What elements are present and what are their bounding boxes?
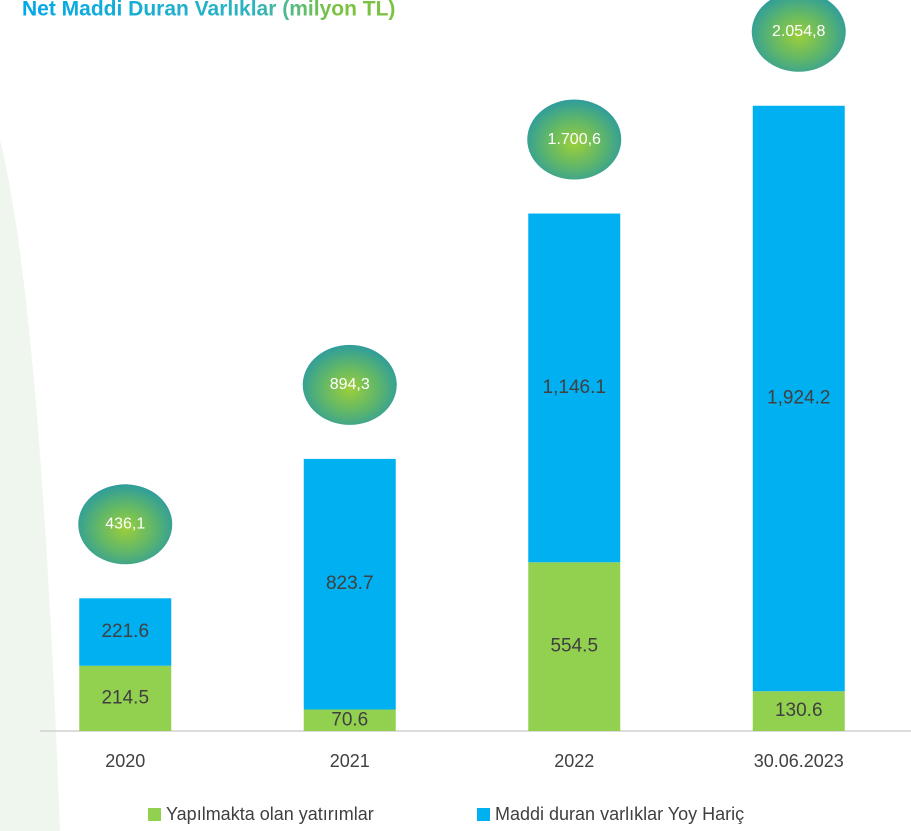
data-label: 221.6 xyxy=(101,621,149,642)
total-bubble xyxy=(78,484,173,565)
data-label: 214.5 xyxy=(101,687,149,708)
total-label: 1.700,6 xyxy=(548,131,601,148)
legend-swatch xyxy=(477,808,490,821)
x-tick-label: 2021 xyxy=(330,751,370,771)
bar-segment xyxy=(79,665,172,731)
legend-label: Yapılmakta olan yatırımlar xyxy=(166,804,374,824)
total-label: 2.054,8 xyxy=(772,23,825,40)
legend-swatch xyxy=(148,808,161,821)
bar-segment xyxy=(528,562,621,731)
x-tick-label: 30.06.2023 xyxy=(754,751,844,771)
total-bubble xyxy=(527,99,622,180)
total-label: 894,3 xyxy=(330,376,370,393)
total-bubble xyxy=(751,0,846,72)
data-label: 70.6 xyxy=(331,709,368,730)
data-label: 130.6 xyxy=(775,700,823,721)
bar-segment xyxy=(303,709,396,731)
total-label: 436,1 xyxy=(105,516,145,533)
bar-segment xyxy=(528,213,621,563)
data-label: 554.5 xyxy=(550,636,598,657)
x-tick-label: 2020 xyxy=(105,751,145,771)
legend-label: Maddi duran varlıklar Yoy Hariç xyxy=(495,804,744,824)
x-tick-label: 2022 xyxy=(554,751,594,771)
data-label: 823.7 xyxy=(326,573,374,594)
bar-segment xyxy=(303,458,396,710)
chart-title: Net Maddi Duran Varlıklar (milyon TL) xyxy=(22,0,395,21)
bar-segment xyxy=(752,105,845,692)
bar-segment xyxy=(752,691,845,731)
background-shape xyxy=(0,140,60,831)
data-label: 1,924.2 xyxy=(767,388,830,409)
total-bubble xyxy=(302,344,397,425)
bar-segment xyxy=(79,598,172,666)
data-label: 1,146.1 xyxy=(543,377,606,398)
